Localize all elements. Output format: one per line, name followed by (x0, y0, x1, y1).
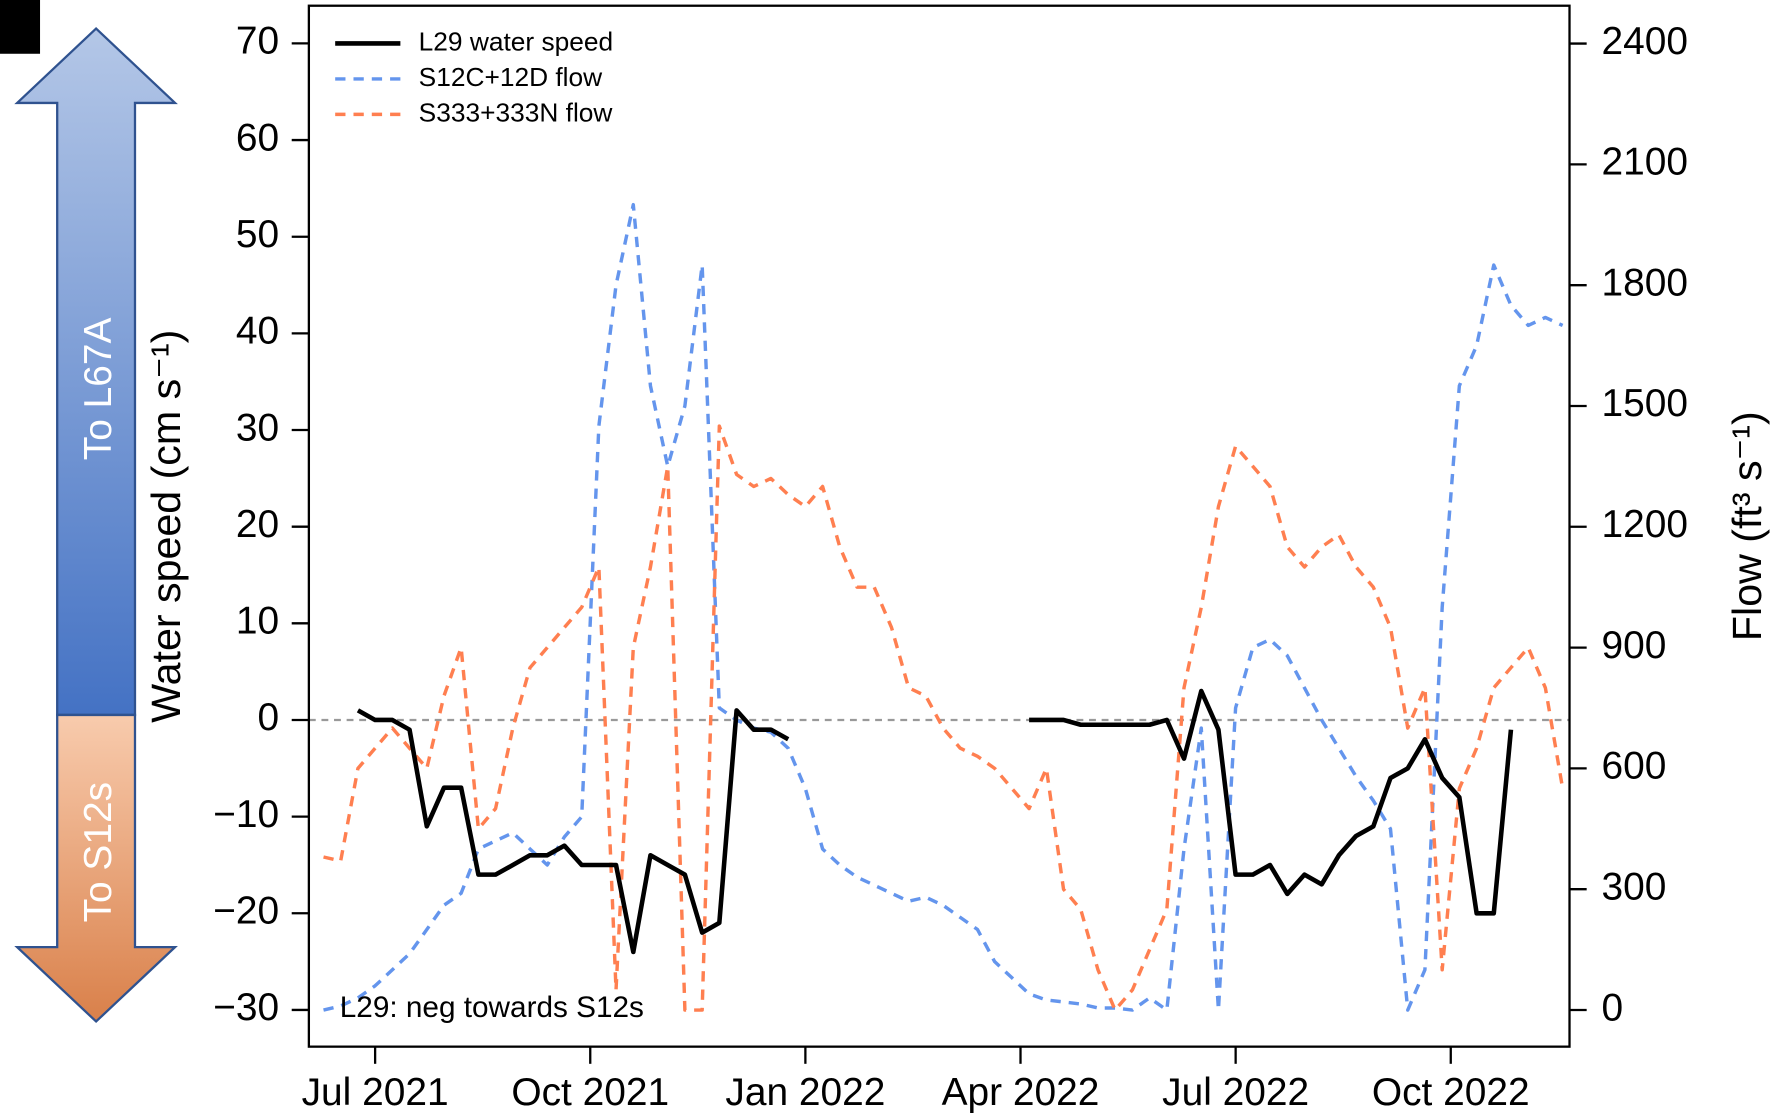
x-tick-label: Jan 2022 (725, 1071, 885, 1113)
down-arrow (14, 713, 178, 1024)
series-line (323, 424, 1565, 1012)
y-tick-label: 70 (236, 20, 279, 63)
arrow-label: To L67A (77, 318, 120, 461)
y2-axis-title: Flow (ft³ s⁻¹) (1724, 411, 1770, 641)
y2-tick-label: 600 (1602, 745, 1667, 788)
legend-label: S12C+12D flow (419, 62, 603, 92)
panel-marker (0, 0, 41, 54)
annotation: L29: neg towards S12s (340, 991, 644, 1024)
y-tick-label: −20 (213, 890, 279, 933)
x-tick-label: Oct 2021 (511, 1071, 669, 1113)
x-tick-label: Jul 2022 (1162, 1071, 1309, 1113)
legend-label: L29 water speed (419, 26, 613, 56)
y2-tick-label: 1800 (1602, 261, 1688, 304)
series-line (356, 708, 790, 955)
y2-tick-label: 1500 (1602, 382, 1688, 425)
y-tick-label: 10 (236, 600, 279, 643)
x-tick-label: Apr 2022 (942, 1071, 1100, 1113)
y2-tick-label: 2100 (1602, 141, 1688, 184)
y2-tick-label: 0 (1602, 986, 1624, 1029)
y-axis-title: Water speed (cm s⁻¹) (143, 330, 189, 723)
y-tick-label: 20 (236, 503, 279, 546)
arrow-label: To S12s (77, 782, 120, 922)
series-line (1029, 688, 1514, 916)
y-tick-label: 0 (258, 696, 280, 739)
y-tick-label: 50 (236, 213, 279, 256)
y2-tick-label: 900 (1602, 624, 1667, 667)
legend-label: S333+333N flow (419, 97, 614, 127)
series-line (323, 202, 1564, 1012)
y-tick-label: 30 (236, 406, 279, 449)
y-tick-label: −30 (213, 986, 279, 1029)
y2-tick-label: 300 (1602, 865, 1667, 908)
y2-tick-label: 2400 (1602, 20, 1688, 63)
y2-tick-label: 1200 (1602, 503, 1688, 546)
plot-frame (307, 4, 1571, 1048)
x-tick-label: Oct 2022 (1372, 1071, 1530, 1113)
x-tick-label: Jul 2021 (302, 1071, 449, 1113)
y-tick-label: −10 (213, 793, 279, 836)
plot-area (308, 202, 1570, 1012)
y-tick-label: 40 (236, 310, 279, 353)
y-tick-label: 60 (236, 116, 279, 159)
